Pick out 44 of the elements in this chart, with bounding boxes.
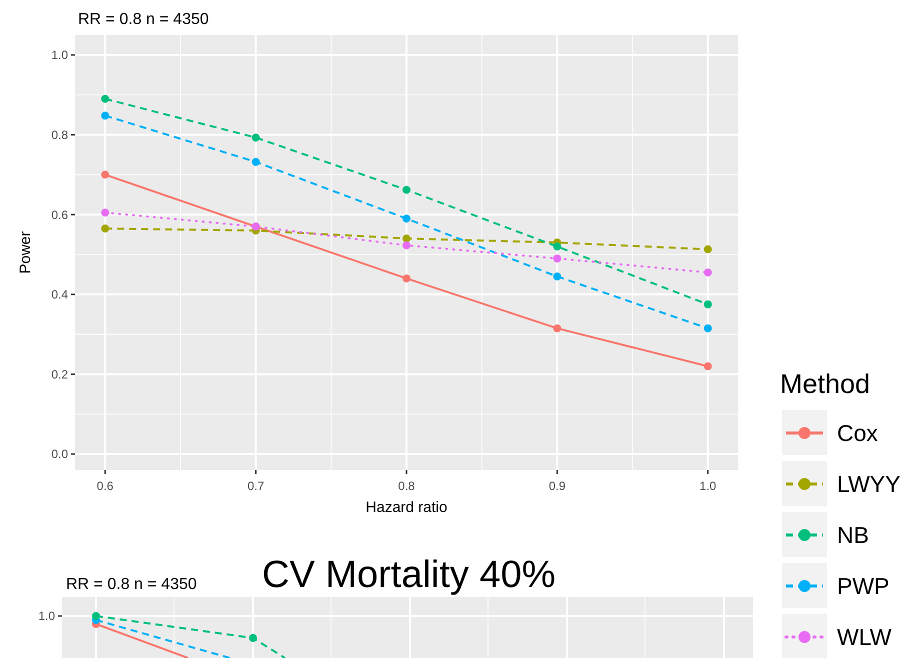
point [101,224,110,233]
x-tick-label: 0.9 [548,479,566,493]
point [402,274,410,282]
point [553,272,562,280]
point [101,170,110,179]
point [101,94,110,103]
legend-label: NB [837,522,869,548]
y-tick-label: 1.0 [51,48,68,62]
point [402,214,410,223]
point [553,254,562,262]
point [704,324,712,332]
y-tick-label: 0.2 [51,367,68,382]
x-tick-label: 0.8 [398,479,416,493]
y-tick-label: 0.4 [51,288,68,302]
x-axis-title: Hazard ratio [366,499,448,516]
point [101,112,110,120]
y-axis-title: Power [17,231,34,274]
point [704,300,712,308]
point [553,324,562,332]
text: CV Mortality 40% [262,554,556,596]
legend-label: LWYY [837,471,900,498]
point [252,134,260,142]
y-tick-label: 0.8 [51,128,68,142]
point [101,208,110,217]
point [704,245,712,254]
y-tick-label: 0.0 [51,447,68,462]
point [402,241,410,250]
point [402,234,410,243]
text: RR = 0.8 n = 4350 [66,576,197,593]
legend-label: WLW [837,624,892,650]
chart-subtitle: RR = 0.8 n = 4350 [78,11,209,28]
x-tick-label: 0.6 [96,479,114,493]
legend-title: Method [780,369,870,399]
point [704,268,712,276]
text: 1.0 [38,609,56,624]
point [704,362,712,370]
x-tick-label: 0.7 [247,479,264,493]
point [402,186,410,194]
x-tick-label: 1.0 [700,479,717,493]
y-tick-label: 0.6 [51,208,68,222]
point [553,242,562,251]
legend-label: PWP [837,573,890,600]
point [252,158,260,166]
legend-label: Cox [837,420,878,446]
